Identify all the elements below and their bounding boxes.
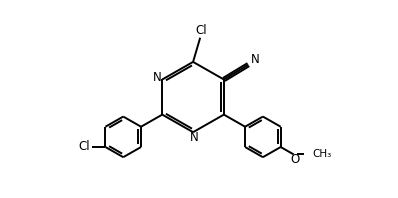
Text: N: N <box>251 53 260 66</box>
Text: CH₃: CH₃ <box>312 149 331 159</box>
Text: Cl: Cl <box>195 24 207 37</box>
Text: N: N <box>189 131 198 144</box>
Text: O: O <box>291 153 300 166</box>
Text: Cl: Cl <box>79 140 90 153</box>
Text: N: N <box>153 71 162 84</box>
